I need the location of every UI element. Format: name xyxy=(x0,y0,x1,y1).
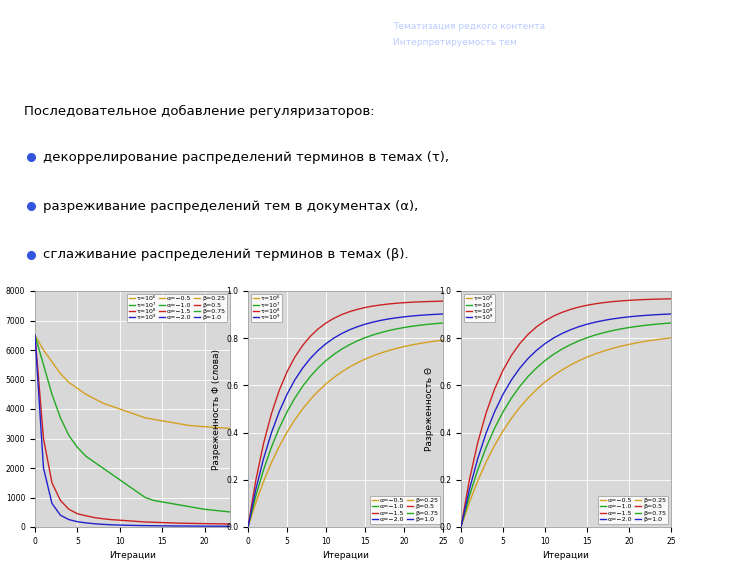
Text: Разведочный информационный поиск: Разведочный информационный поиск xyxy=(181,6,363,15)
X-axis label: Итерации: Итерации xyxy=(322,551,369,560)
X-axis label: Итерации: Итерации xyxy=(542,551,589,560)
Text: Эксперименты и приложения: Эксперименты и приложения xyxy=(208,38,363,47)
Text: разреживание распределений тем в документах (α),: разреживание распределений тем в докумен… xyxy=(43,200,419,212)
Text: Тематическое моделирование: Тематическое моделирование xyxy=(217,22,363,31)
Text: Интерпретируемость тем: Интерпретируемость тем xyxy=(392,38,517,47)
Text: декоррелирование распределений терминов в темах (τ),: декоррелирование распределений терминов … xyxy=(43,151,449,164)
Text: Последовательное добавление регуляризаторов:: Последовательное добавление регуляризато… xyxy=(24,105,374,117)
Legend: α=−0.5, α=−1.0, α=−1.5, α=−2.0, β=0.25, β=0.5, β=0.75, β=1.0: α=−0.5, α=−1.0, α=−1.5, α=−2.0, β=0.25, … xyxy=(370,496,440,524)
Text: 33 / 52: 33 / 52 xyxy=(696,542,730,551)
Y-axis label: Разреженность Θ: Разреженность Θ xyxy=(425,367,434,451)
Text: сглаживание распределений терминов в темах (β).: сглаживание распределений терминов в тем… xyxy=(43,248,409,261)
Legend: α=−0.5, α=−1.0, α=−1.5, α=−2.0, β=0.25, β=0.5, β=0.75, β=1.0: α=−0.5, α=−1.0, α=−1.5, α=−2.0, β=0.25, … xyxy=(598,496,668,524)
Text: Тематизация редкого контента: Тематизация редкого контента xyxy=(392,22,545,31)
Text: Подбор коэффициентов регуляризации: Подбор коэффициентов регуляризации xyxy=(9,64,363,80)
Text: Topic Modeling towards Exploratory Search: Topic Modeling towards Exploratory Searc… xyxy=(445,542,640,551)
Text: Константин Воронцов (voron@forecsys.ru): Константин Воронцов (voron@forecsys.ru) xyxy=(76,542,297,551)
Text: Разведочный поиск для habrahabr.ru: Разведочный поиск для habrahabr.ru xyxy=(392,6,589,15)
Legend: τ=10⁶, τ=10⁷, τ=10⁸, τ=10⁹, α=−0.5, α=−1.0, α=−1.5, α=−2.0, β=0.25, β=0.5, β=0.7: τ=10⁶, τ=10⁷, τ=10⁸, τ=10⁹, α=−0.5, α=−1… xyxy=(127,294,227,322)
Y-axis label: Разреженность Φ (слова): Разреженность Φ (слова) xyxy=(212,348,221,469)
X-axis label: Итерации: Итерации xyxy=(109,551,156,560)
